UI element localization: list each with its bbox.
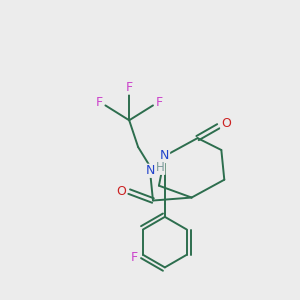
Text: F: F <box>126 81 133 94</box>
Text: F: F <box>155 96 163 109</box>
Text: F: F <box>96 96 103 109</box>
Text: O: O <box>116 185 126 198</box>
Text: O: O <box>221 117 231 130</box>
Text: H: H <box>156 161 165 174</box>
Text: F: F <box>131 251 138 264</box>
Text: N: N <box>145 164 155 177</box>
Text: N: N <box>160 149 170 162</box>
